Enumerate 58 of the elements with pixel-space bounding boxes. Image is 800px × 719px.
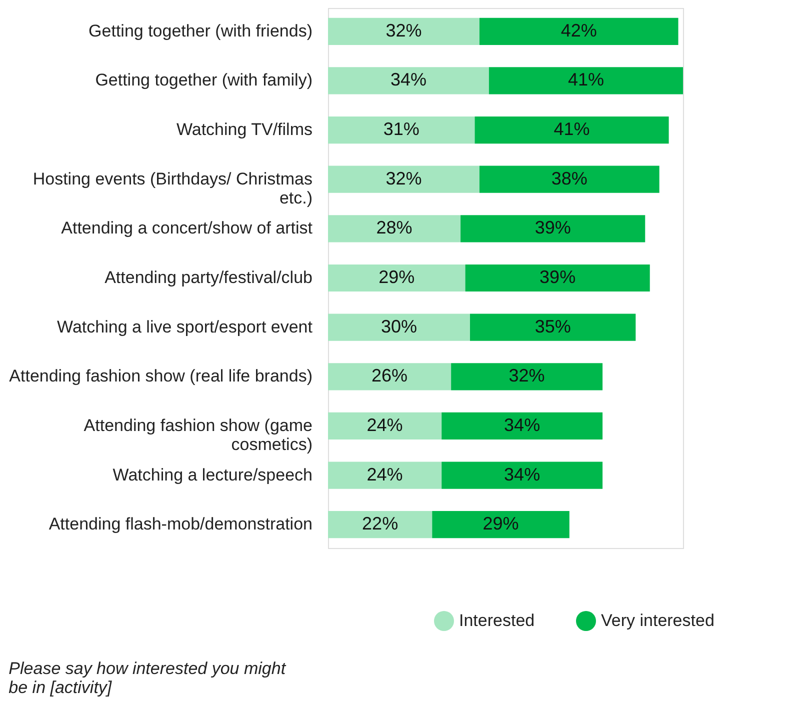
bar <box>328 18 480 45</box>
data-label: 31% <box>383 119 420 140</box>
y-tick-label: Watching a live sport/esport event <box>57 317 313 336</box>
bar <box>328 116 475 144</box>
bar <box>479 166 660 193</box>
data-label: 32% <box>386 168 422 188</box>
bar <box>479 18 678 45</box>
data-label: 26% <box>372 366 408 386</box>
bar <box>328 511 432 538</box>
y-tick-label: Getting together (with family) <box>95 70 312 90</box>
bar <box>328 314 470 341</box>
y-tick-label: Hosting events (Birthdays/ Christmas etc.) <box>32 169 312 208</box>
data-label: 41% <box>568 70 604 90</box>
y-tick-label: Attending flash-mob/demonstration <box>48 514 312 534</box>
text: Please say how interested you might be in [activity] <box>8 659 287 697</box>
y-tick-label: Watching a lecture/speech <box>112 465 312 484</box>
bar <box>328 363 452 390</box>
bar <box>470 314 636 341</box>
data-label: 39% <box>540 267 576 287</box>
data-label: 32% <box>386 20 422 40</box>
data-label: 30% <box>380 316 418 336</box>
legend-label: Interested <box>459 611 535 630</box>
data-label: 22% <box>362 514 398 534</box>
data-label: 28% <box>376 218 412 238</box>
bar <box>488 67 683 94</box>
bar <box>328 166 480 193</box>
bar <box>465 264 650 292</box>
data-label: 24% <box>366 414 403 435</box>
data-label: 39% <box>534 218 571 238</box>
bar <box>451 363 603 390</box>
data-label: 34% <box>504 464 540 484</box>
data-label: 34% <box>504 414 540 435</box>
data-label: 35% <box>534 316 571 336</box>
data-label: 41% <box>554 119 590 140</box>
data-label: 42% <box>560 20 597 40</box>
data-label: 34% <box>390 70 426 90</box>
data-label: 38% <box>551 168 588 188</box>
data-label: 32% <box>508 366 545 386</box>
bar <box>328 264 466 292</box>
bar <box>460 215 646 242</box>
data-label: 29% <box>378 267 415 287</box>
y-tick-label: Watching TV/films <box>176 120 312 140</box>
y-tick-label: Attending fashion show (real life brands) <box>9 366 312 386</box>
data-label: 24% <box>366 464 403 484</box>
bar <box>328 215 461 242</box>
bar <box>328 462 442 489</box>
bar <box>442 462 603 489</box>
bar <box>474 116 669 144</box>
y-tick-label: Getting together (with friends) <box>88 21 312 40</box>
bar <box>328 412 442 440</box>
y-tick-label: Attending a concert/show of artist <box>61 218 313 238</box>
bar <box>328 67 489 94</box>
legend-label: Very interested <box>601 611 714 630</box>
bar <box>442 412 603 440</box>
y-tick-label: Attending fashion show (game cosmetics) <box>84 416 312 454</box>
data-label: 29% <box>482 514 519 534</box>
bar <box>432 511 570 538</box>
y-tick-label: Attending party/festival/club <box>104 268 312 287</box>
